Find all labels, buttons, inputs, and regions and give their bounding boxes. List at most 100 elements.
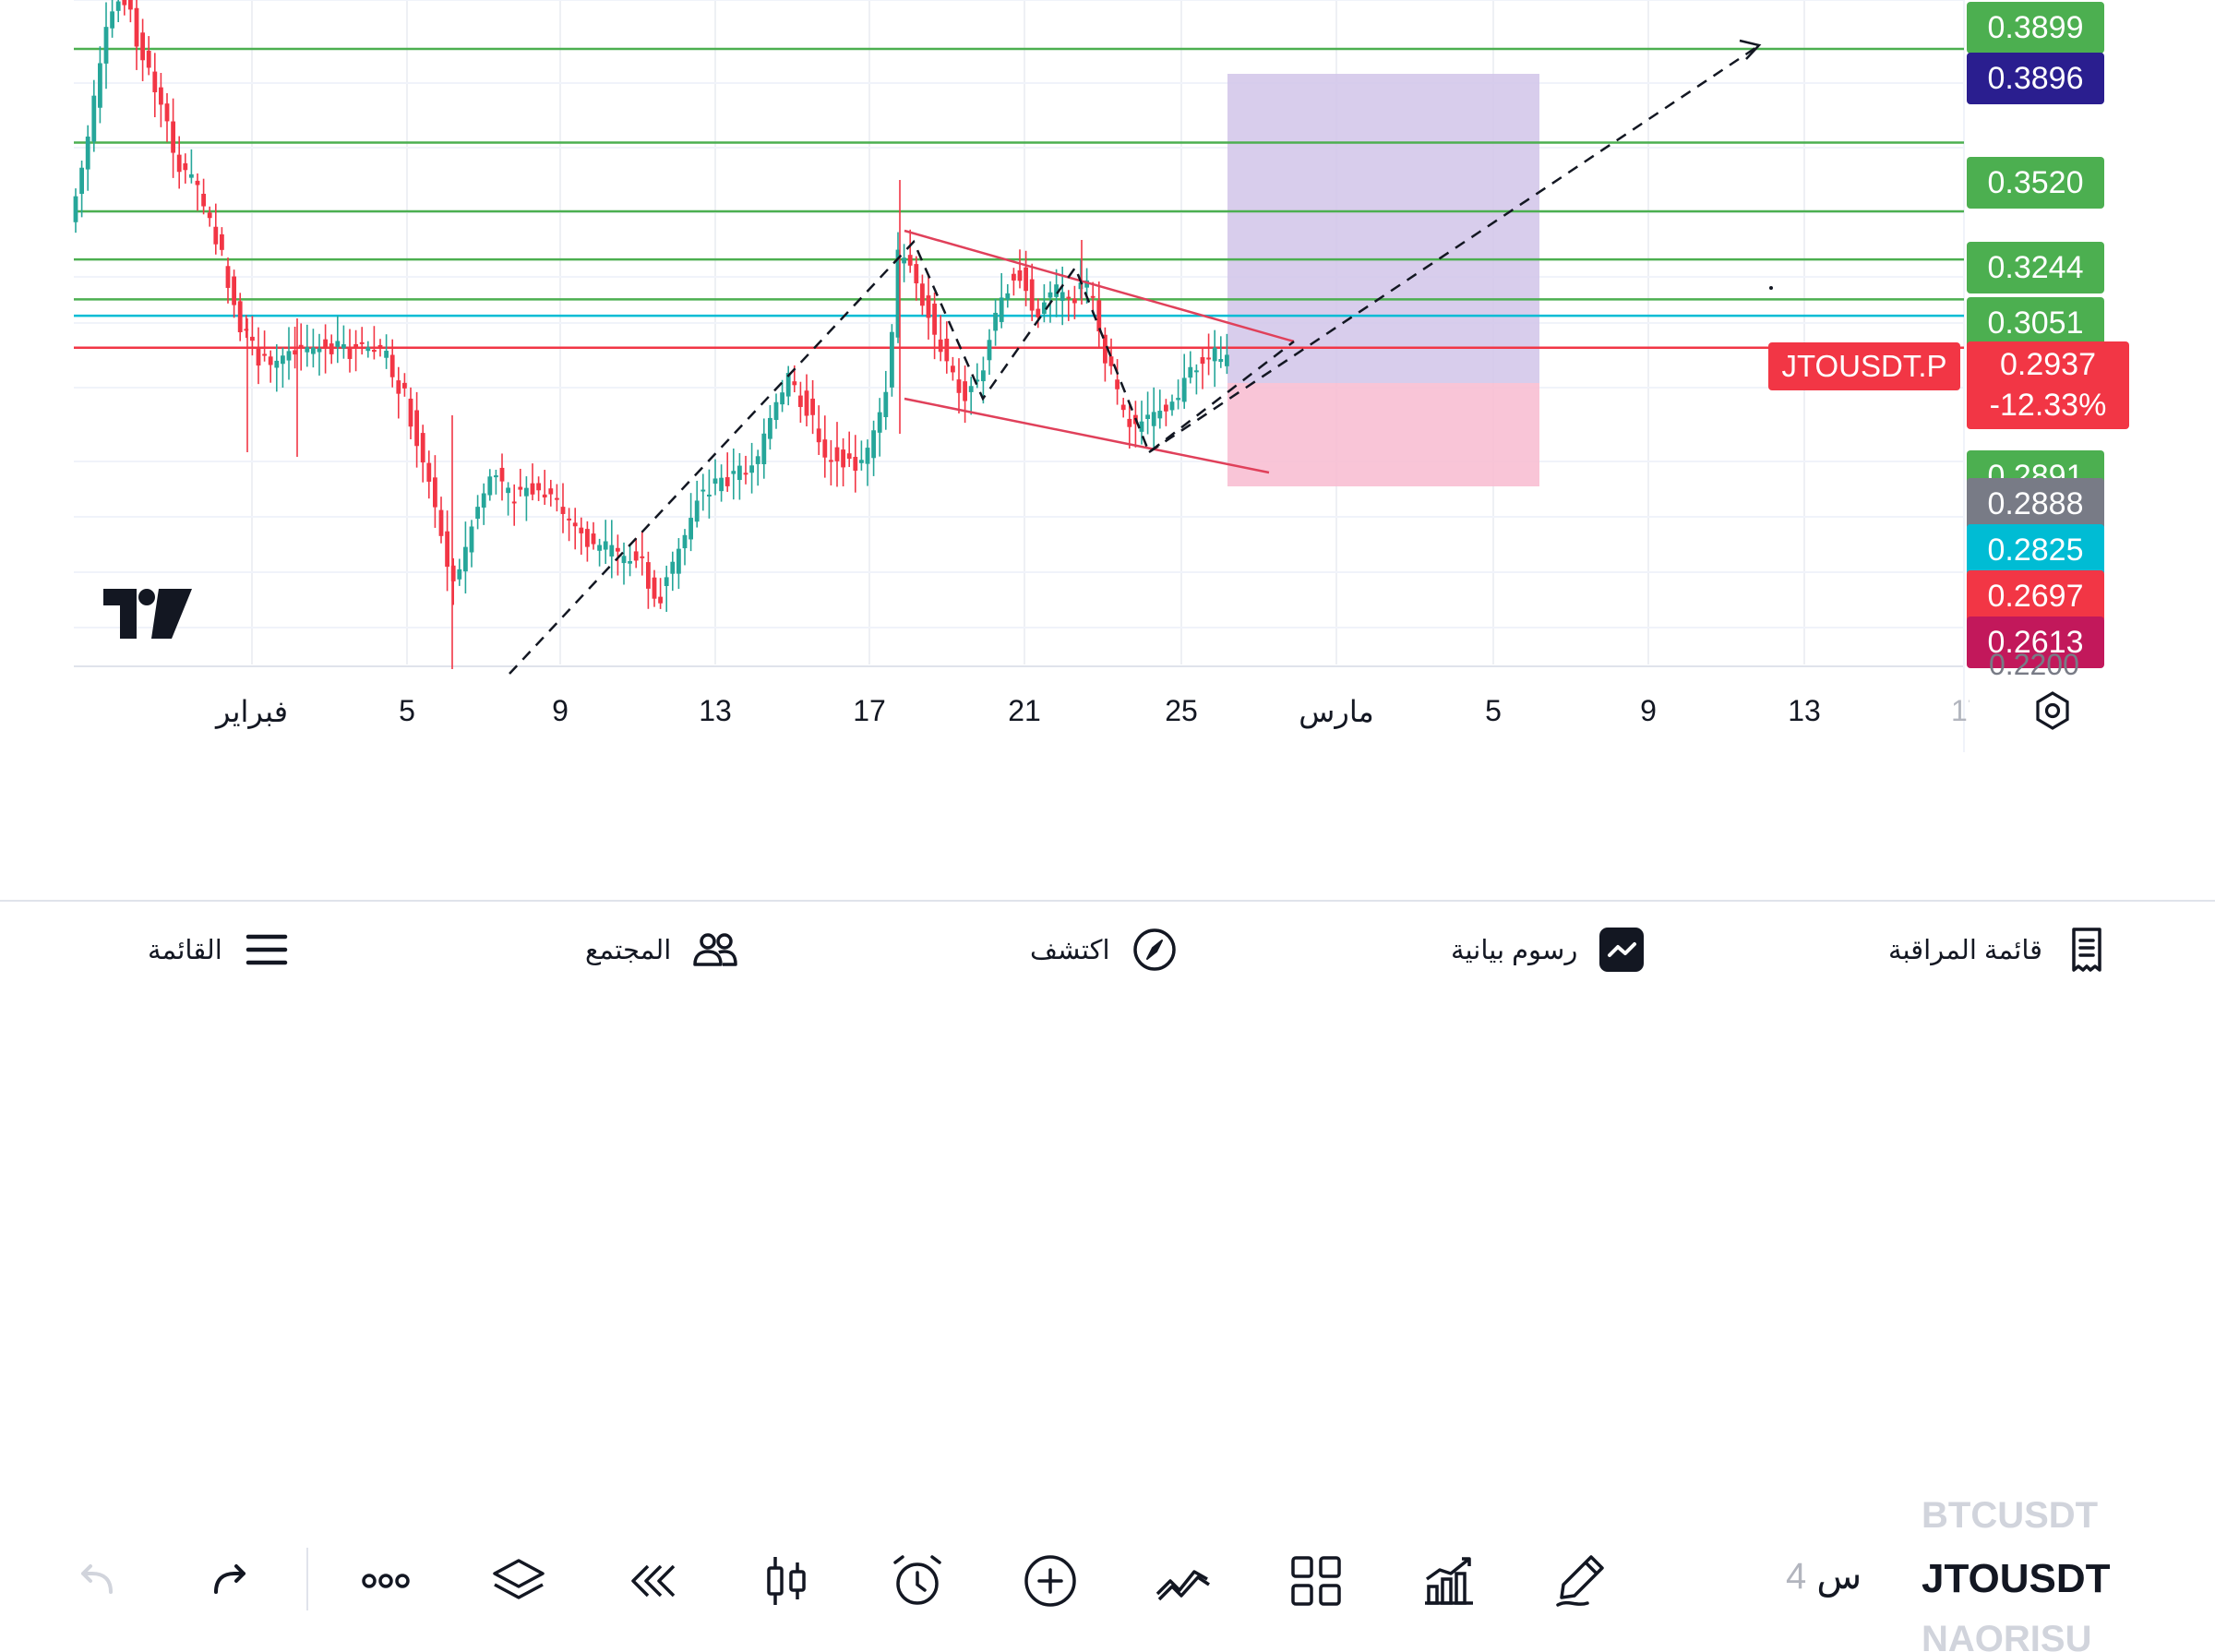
draw-button[interactable]: [1549, 1548, 1615, 1614]
compass-icon: [1132, 928, 1176, 971]
candle-body: [1042, 302, 1047, 315]
time-axis-tick: 9: [1640, 694, 1657, 727]
alert-icon: [893, 1555, 941, 1605]
nav-explore[interactable]: اكتشف: [1030, 922, 1179, 977]
candle-body: [822, 439, 828, 458]
candle-body: [408, 398, 413, 427]
candle-body: [652, 577, 657, 599]
layers-icon: [493, 1559, 545, 1599]
indicators-button[interactable]: [1416, 1548, 1482, 1614]
price-tag: 0.2888: [1967, 478, 2104, 530]
chart-type-button[interactable]: [753, 1548, 820, 1614]
candle-body: [1108, 356, 1114, 366]
symbol-switcher[interactable]: BTCUSDT JTOUSDT NAORISU: [1901, 1495, 2123, 1652]
candle-body: [1206, 357, 1211, 360]
interval-unit: س: [1816, 1556, 1862, 1597]
candle-body: [951, 365, 955, 373]
candle-body: [1005, 293, 1011, 300]
symbol-prev[interactable]: BTCUSDT: [1922, 1495, 2099, 1536]
symbol-current[interactable]: JTOUSDT: [1922, 1556, 2111, 1601]
dashed-projection: [1148, 44, 1759, 454]
candle-body: [389, 354, 395, 377]
price-tag: 0.3051: [1967, 297, 2104, 349]
more-button[interactable]: [353, 1548, 419, 1614]
price-tag: 0.3244: [1967, 242, 2104, 293]
candle-body: [1188, 366, 1193, 378]
candle-body: [530, 483, 535, 495]
bottom-navigation: القائمة المجتمع اكتشف رسوم بيانية قائمة …: [0, 900, 2215, 997]
replay-button[interactable]: [618, 1548, 685, 1614]
current-price: 0.2937: [2000, 347, 2096, 382]
interval-selector[interactable]: س 4: [1786, 1555, 1862, 1598]
candle-body: [85, 136, 90, 170]
time-axis-tick: 9: [552, 694, 569, 727]
nav-community[interactable]: المجتمع: [585, 922, 739, 977]
candle-body: [987, 340, 992, 361]
candle-body: [981, 370, 986, 382]
nav-menu[interactable]: القائمة: [148, 922, 291, 977]
candle-body: [1066, 296, 1072, 299]
candle-body: [128, 0, 133, 10]
chart-settings-icon[interactable]: [2032, 690, 2073, 731]
add-button[interactable]: [1017, 1548, 1084, 1614]
price-tag: 0.3520: [1967, 157, 2104, 209]
candle-body: [1060, 292, 1065, 302]
candle-body: [1120, 404, 1126, 411]
candle-body: [963, 381, 967, 401]
candle-body: [329, 343, 334, 354]
candle-body: [975, 379, 980, 382]
candle-body: [579, 527, 584, 533]
candle-body: [1078, 282, 1084, 290]
chart-area[interactable]: 0.3899 0.3896 0.3520 0.3244 0.3051 0.2891 0.28…: [0, 0, 2215, 752]
nav-charts[interactable]: رسوم بيانية: [1451, 922, 1646, 977]
candle-body: [938, 339, 943, 353]
candle-body: [1090, 295, 1096, 298]
channel-lower-line: [904, 397, 1270, 474]
symbol-next[interactable]: NAORISU: [1922, 1619, 2092, 1652]
candle-body: [859, 460, 864, 463]
price-tag: 0.2697: [1967, 570, 2104, 622]
drawings-button[interactable]: [1150, 1548, 1216, 1614]
nav-watchlist-label: قائمة المراقبة: [1888, 935, 2043, 965]
candle-body: [712, 478, 718, 485]
toolbar-divider: [306, 1548, 308, 1610]
indicators-icon: [1425, 1557, 1473, 1605]
pencil-icon: [1556, 1555, 1604, 1607]
time-axis-tick: 25: [1165, 694, 1198, 727]
candle-body: [250, 336, 255, 341]
time-axis-tick: 5: [1485, 694, 1502, 727]
candle-body: [201, 193, 206, 207]
candle-body: [426, 462, 432, 482]
candle-body: [707, 494, 712, 497]
nav-watchlist[interactable]: قائمة المراقبة: [1888, 922, 2111, 977]
price-tag: 0.2613: [1967, 617, 2104, 668]
candle-body: [450, 565, 456, 581]
hamburger-icon: [245, 934, 288, 965]
candle-body: [1169, 401, 1175, 411]
alert-button[interactable]: [884, 1548, 951, 1614]
candle-body: [506, 487, 510, 494]
candle-body: [457, 569, 462, 580]
candle-body: [902, 257, 906, 264]
candle-body: [438, 509, 444, 536]
candle-body: [895, 249, 901, 338]
redo-button[interactable]: [196, 1548, 262, 1614]
candle-body: [1176, 398, 1180, 401]
candle-body: [932, 303, 937, 335]
layout-button[interactable]: [1283, 1548, 1349, 1614]
candle-body: [633, 551, 639, 561]
candle-body: [1096, 300, 1102, 332]
chart-dot: [1769, 286, 1773, 290]
candle-body: [572, 522, 578, 527]
undo-button[interactable]: [65, 1548, 131, 1614]
candle-body: [164, 103, 170, 122]
object-tree-button[interactable]: [485, 1548, 552, 1614]
candle-body: [207, 212, 212, 219]
candle-body: [256, 347, 261, 366]
candle-body: [414, 410, 419, 447]
candle-body: [445, 531, 449, 568]
candle-body: [494, 475, 498, 478]
candle-body: [1115, 379, 1119, 389]
nav-explore-label: اكتشف: [1030, 935, 1110, 965]
candle-body: [1072, 298, 1077, 304]
